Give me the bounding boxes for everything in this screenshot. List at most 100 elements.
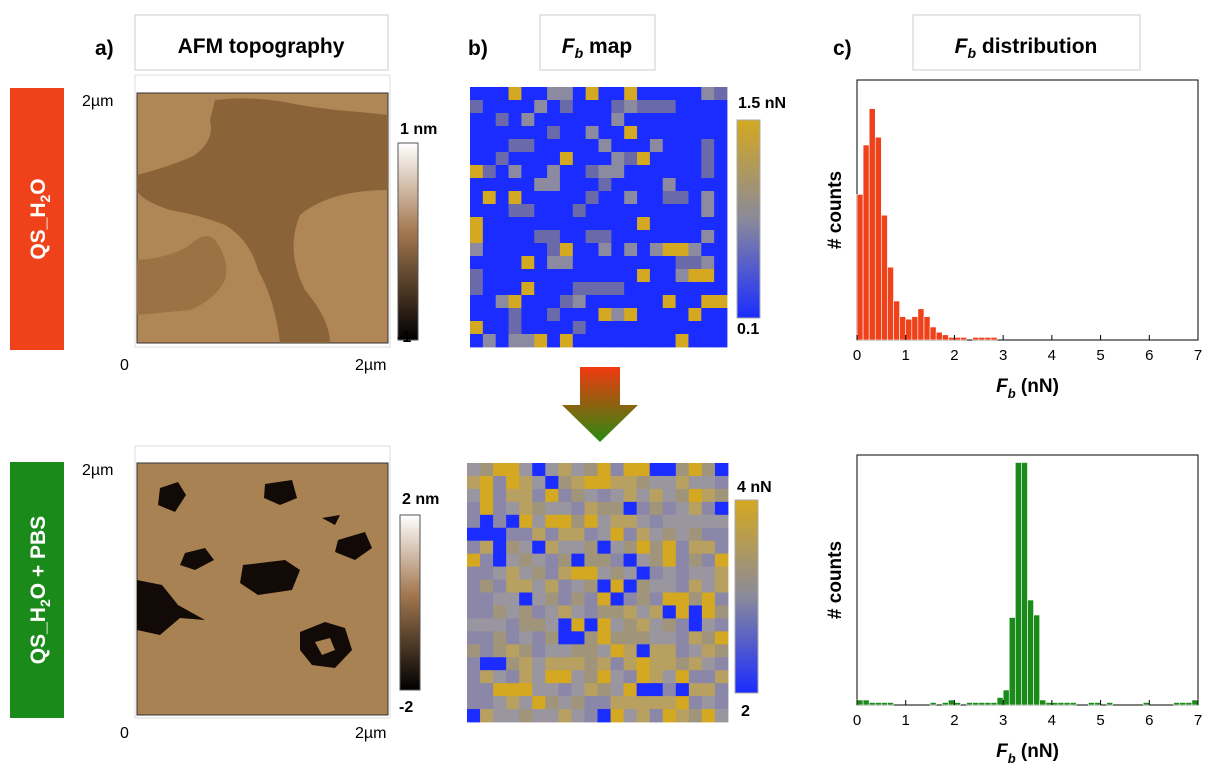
map-cell [624, 282, 638, 296]
map-cell [467, 579, 481, 593]
map-cell [532, 631, 546, 645]
map-cell [649, 321, 664, 335]
map-cell [506, 605, 520, 619]
map-cell [597, 605, 611, 619]
map-cell [508, 295, 522, 309]
bar [899, 316, 907, 341]
map-cell [714, 308, 728, 322]
map-cell [482, 139, 497, 153]
map-cell [559, 139, 574, 153]
map-cell [597, 618, 611, 632]
map-cell [675, 191, 689, 205]
map-cell [545, 488, 559, 503]
map-cell [649, 256, 664, 270]
map-cell [688, 165, 702, 179]
map-cell [688, 87, 702, 101]
map-cell [701, 566, 716, 580]
map-cell [585, 126, 599, 140]
map-cell [519, 527, 533, 542]
map-cell [649, 488, 664, 503]
map-cell [675, 670, 690, 684]
map-cell [662, 566, 677, 580]
map-cell [701, 87, 715, 101]
map-cell [508, 308, 522, 322]
map-cell [637, 178, 651, 192]
map-cell [610, 540, 624, 555]
map-cell [506, 618, 520, 632]
map-cell [521, 100, 535, 114]
map-cell [636, 527, 651, 542]
map-cell [714, 269, 728, 283]
map-cell [572, 230, 587, 244]
map-cell [532, 540, 546, 555]
map-cell [701, 670, 716, 684]
map-cell [701, 256, 715, 270]
map-cell [649, 295, 664, 309]
map-cell [624, 217, 638, 231]
map-cell [649, 475, 664, 490]
map-cell [495, 295, 509, 309]
map-cell [584, 683, 598, 697]
map-cell [571, 475, 585, 490]
map-cell [701, 152, 715, 166]
map-cell [558, 501, 572, 516]
map-cell [701, 282, 715, 296]
bar [1015, 462, 1022, 706]
colorbar [397, 142, 419, 341]
map-cell [534, 243, 548, 257]
map-cell [480, 657, 494, 671]
afm-feature [322, 515, 340, 525]
bar [972, 702, 980, 706]
bar [1106, 702, 1114, 706]
map-cell [559, 243, 574, 257]
map-cell [545, 475, 559, 490]
map-cell [508, 178, 522, 192]
map-cell [572, 204, 587, 218]
map-cell [597, 527, 611, 542]
map-cell [572, 191, 587, 205]
map-cell [482, 256, 497, 270]
map-cell [521, 334, 535, 348]
bar [954, 337, 961, 341]
map-cell [649, 566, 664, 580]
map-cell [572, 256, 587, 270]
map-cell [482, 295, 497, 309]
map-cell [559, 269, 574, 283]
map-cell [571, 696, 585, 710]
map-cell [521, 204, 535, 218]
map-cell [534, 295, 548, 309]
map-cell [701, 644, 716, 658]
map-cell [480, 527, 494, 542]
map-cell [470, 321, 484, 335]
map-cell [519, 463, 533, 477]
map-cell [532, 670, 546, 684]
map-cell [470, 152, 484, 166]
subscript: b [1008, 386, 1016, 401]
map-cell [611, 217, 625, 231]
map-cell [467, 527, 481, 542]
map-cell [558, 605, 572, 619]
map-cell [701, 475, 716, 490]
map-cell [558, 527, 572, 542]
map-cell [508, 269, 522, 283]
map-cell [559, 165, 574, 179]
map-cell [610, 670, 624, 684]
map-cell [495, 217, 509, 231]
map-cell [675, 243, 689, 257]
map-cell [610, 463, 624, 477]
map-cell [714, 553, 729, 567]
map-cell [584, 475, 598, 490]
map-cell [572, 100, 587, 114]
map-cell [584, 657, 598, 671]
map-cell [598, 243, 612, 257]
map-cell [571, 709, 585, 723]
map-cell [675, 256, 689, 270]
map-cell [521, 139, 535, 153]
map-cell [623, 488, 638, 503]
map-cell [662, 553, 677, 567]
map-cell [662, 475, 677, 490]
map-cell [688, 217, 702, 231]
map-cell [624, 204, 638, 218]
map-cell [701, 553, 716, 567]
bar [929, 326, 937, 341]
